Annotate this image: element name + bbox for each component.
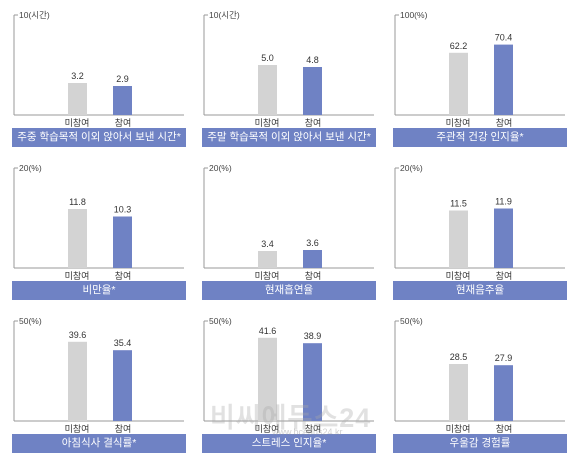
category-label: 참여 (305, 270, 322, 281)
chart-caption: 스트레스 인지율* (202, 434, 376, 453)
bar-value-label: 39.6 (69, 330, 87, 340)
category-label: 미참여 (255, 270, 280, 281)
category-label: 미참여 (446, 270, 471, 281)
bar-value-label: 41.6 (259, 326, 277, 336)
bar-value-label: 62.2 (450, 41, 468, 51)
bar-value-label: 70.4 (495, 33, 513, 43)
bar-non-participant (68, 83, 87, 115)
chart-panel-breakfast-skipping: 50(%) 39.6 미참여 35.4 참여 아침식사 결식률* (12, 311, 186, 456)
category-label: 미참여 (255, 117, 280, 128)
bar-value-label: 2.9 (116, 74, 129, 84)
category-label: 미참여 (446, 117, 471, 128)
bar-participant (113, 86, 132, 115)
y-axis-max-label: 20(%) (400, 163, 423, 173)
chart-panel-drinking-rate: 20(%) 11.5 미참여 11.9 참여 현재음주율 (393, 158, 567, 303)
chart-panel-weekend-sedentary: 10(시간) 5.0 미참여 4.8 참여 주말 학습목적 이외 앉아서 보낸 시간* (202, 5, 376, 150)
chart-caption: 주관적 건강 인지율* (393, 128, 567, 147)
bar-chart: 20(%) 11.5 미참여 11.9 참여 (394, 163, 565, 281)
bar-value-label: 10.3 (114, 205, 132, 215)
bar-participant (303, 250, 322, 268)
chart-caption: 비만율* (12, 281, 186, 300)
bar-chart: 20(%) 3.4 미참여 3.6 참여 (203, 163, 374, 281)
bar-non-participant (258, 337, 277, 421)
bar-value-label: 5.0 (261, 53, 274, 63)
bar-participant (494, 44, 513, 115)
bar-value-label: 3.6 (306, 238, 319, 248)
bar-non-participant (68, 209, 87, 268)
bar-value-label: 11.9 (495, 197, 512, 207)
y-axis-max-label: 50(%) (400, 316, 423, 326)
category-label: 참여 (115, 423, 132, 434)
y-axis-max-label: 20(%) (209, 163, 232, 173)
bar-non-participant (449, 210, 468, 268)
bar-value-label: 3.2 (71, 71, 84, 81)
y-axis-max-label: 100(%) (400, 10, 428, 20)
y-axis-max-label: 20(%) (19, 163, 42, 173)
chart-caption: 우울감 경험률 (393, 434, 567, 453)
bar-non-participant (258, 251, 277, 268)
bar-value-label: 27.9 (495, 353, 513, 363)
y-axis-max-label: 10(시간) (209, 10, 240, 20)
category-label: 참여 (305, 423, 322, 434)
bar-participant (113, 350, 132, 421)
bar-participant (494, 208, 513, 268)
bar-chart: 20(%) 11.8 미참여 10.3 참여 (13, 163, 184, 281)
bar-participant (303, 67, 322, 115)
chart-panel-weekday-sedentary: 10(시간) 3.2 미참여 2.9 참여 주중 학습목적 이외 앉아서 보낸 시간* (12, 5, 186, 150)
chart-panel-self-rated-health: 100(%) 62.2 미참여 70.4 참여 주관적 건강 인지율* (393, 5, 567, 150)
category-label: 미참여 (65, 423, 90, 434)
category-label: 참여 (496, 270, 513, 281)
bar-chart: 50(%) 41.6 미참여 38.9 참여 (203, 316, 374, 434)
chart-caption: 현재흡연율 (202, 281, 376, 300)
bar-value-label: 3.4 (261, 239, 274, 249)
y-axis-max-label: 50(%) (19, 316, 42, 326)
category-label: 미참여 (65, 117, 90, 128)
chart-caption: 주중 학습목적 이외 앉아서 보낸 시간* (12, 128, 186, 147)
bar-chart: 10(시간) 5.0 미참여 4.8 참여 (203, 10, 374, 128)
bar-chart: 50(%) 39.6 미참여 35.4 참여 (13, 316, 184, 434)
bar-value-label: 28.5 (450, 352, 468, 362)
category-label: 참여 (496, 423, 513, 434)
bar-participant (494, 365, 513, 421)
category-label: 미참여 (65, 270, 90, 281)
chart-panel-depression-experience: 50(%) 28.5 미참여 27.9 참여 우울감 경험률 (393, 311, 567, 456)
chart-panel-stress-perception: 50(%) 41.6 미참여 38.9 참여 스트레스 인지율* (202, 311, 376, 456)
category-label: 참여 (115, 117, 132, 128)
category-label: 미참여 (446, 423, 471, 434)
bar-non-participant (449, 364, 468, 421)
bar-participant (303, 343, 322, 421)
y-axis-max-label: 50(%) (209, 316, 232, 326)
bar-chart: 10(시간) 3.2 미참여 2.9 참여 (13, 10, 184, 128)
chart-panel-obesity-rate: 20(%) 11.8 미참여 10.3 참여 비만율* (12, 158, 186, 303)
chart-panel-smoking-rate: 20(%) 3.4 미참여 3.6 참여 현재흡연율 (202, 158, 376, 303)
bar-value-label: 35.4 (114, 338, 132, 348)
category-label: 참여 (115, 270, 132, 281)
bar-participant (113, 216, 132, 268)
bar-non-participant (258, 65, 277, 115)
bar-value-label: 11.5 (450, 199, 467, 209)
chart-caption: 아침식사 결식률* (12, 434, 186, 453)
bar-chart: 50(%) 28.5 미참여 27.9 참여 (394, 316, 565, 434)
bar-value-label: 38.9 (304, 331, 322, 341)
bar-non-participant (449, 52, 468, 115)
bar-non-participant (68, 341, 87, 421)
category-label: 미참여 (255, 423, 280, 434)
bar-value-label: 11.8 (69, 197, 86, 207)
category-label: 참여 (496, 117, 513, 128)
chart-caption: 주말 학습목적 이외 앉아서 보낸 시간* (202, 128, 376, 147)
category-label: 참여 (305, 117, 322, 128)
bar-chart: 100(%) 62.2 미참여 70.4 참여 (394, 10, 565, 128)
bar-value-label: 4.8 (306, 55, 319, 65)
y-axis-max-label: 10(시간) (19, 10, 50, 20)
chart-caption: 현재음주율 (393, 281, 567, 300)
